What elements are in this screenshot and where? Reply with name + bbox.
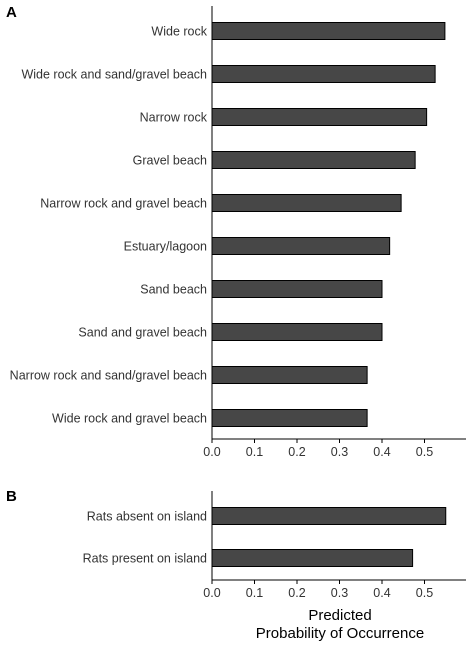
x-tick-label: 0.4 <box>373 445 390 459</box>
x-tick-label: 0.3 <box>331 586 348 600</box>
panel-b-bars <box>211 507 447 567</box>
panel-b-label: B <box>6 488 17 505</box>
x-axis-title-line-1: Predicted <box>308 607 371 624</box>
x-tick-label: 0.0 <box>203 586 220 600</box>
category-label: Rats absent on island <box>87 510 207 524</box>
category-label: Narrow rock and gravel beach <box>40 197 207 211</box>
x-tick-label: 0.4 <box>373 586 390 600</box>
bar-rats-present-on-island <box>211 549 414 567</box>
panel-a-bars <box>211 22 446 427</box>
bar-sand-and-gravel-beach <box>211 323 383 341</box>
x-tick-label: 0.1 <box>246 445 263 459</box>
x-tick-label: 0.0 <box>203 445 220 459</box>
category-label: Wide rock and gravel beach <box>52 412 207 426</box>
x-axis-title-line-2: Probability of Occurrence <box>256 625 424 642</box>
panel-a: A Wide rock Wide rock and sand/gravel bea… <box>6 4 466 459</box>
category-label: Narrow rock and sand/gravel beach <box>10 369 207 383</box>
bar-narrow-rock-and-gravel-beach <box>211 194 402 212</box>
panel-a-label: A <box>6 4 17 21</box>
panel-b: B Rats absent on island Rats present on i… <box>6 488 466 642</box>
category-label: Estuary/lagoon <box>124 240 207 254</box>
bar-wide-rock <box>211 22 446 40</box>
bar-wide-rock-and-sand-gravel-beach <box>211 65 436 83</box>
panel-a-x-ticks: 0.0 0.1 0.2 0.3 0.4 0.5 <box>203 439 433 459</box>
panel-b-x-ticks: 0.0 0.1 0.2 0.3 0.4 0.5 <box>203 580 433 600</box>
category-label: Sand beach <box>140 283 207 297</box>
x-tick-label: 0.5 <box>416 445 433 459</box>
bar-gravel-beach <box>211 151 416 169</box>
bar-rats-absent-on-island <box>211 507 447 525</box>
category-label: Wide rock <box>151 25 207 39</box>
category-label: Sand and gravel beach <box>78 326 207 340</box>
x-tick-label: 0.5 <box>416 586 433 600</box>
x-tick-label: 0.2 <box>288 586 305 600</box>
category-label: Rats present on island <box>83 552 207 566</box>
panel-a-category-labels: Wide rock Wide rock and sand/gravel beach… <box>10 25 208 426</box>
bar-narrow-rock-and-sand-gravel-beach <box>211 366 368 384</box>
x-tick-label: 0.1 <box>246 586 263 600</box>
category-label: Gravel beach <box>133 154 207 168</box>
category-label: Narrow rock <box>140 111 208 125</box>
panel-b-category-labels: Rats absent on island Rats present on isl… <box>83 510 207 566</box>
bar-estuary-lagoon <box>211 237 391 255</box>
bar-sand-beach <box>211 280 383 298</box>
bar-narrow-rock <box>211 108 428 126</box>
category-label: Wide rock and sand/gravel beach <box>21 68 207 82</box>
bar-wide-rock-and-gravel-beach <box>211 409 368 427</box>
x-tick-label: 0.2 <box>288 445 305 459</box>
x-tick-label: 0.3 <box>331 445 348 459</box>
